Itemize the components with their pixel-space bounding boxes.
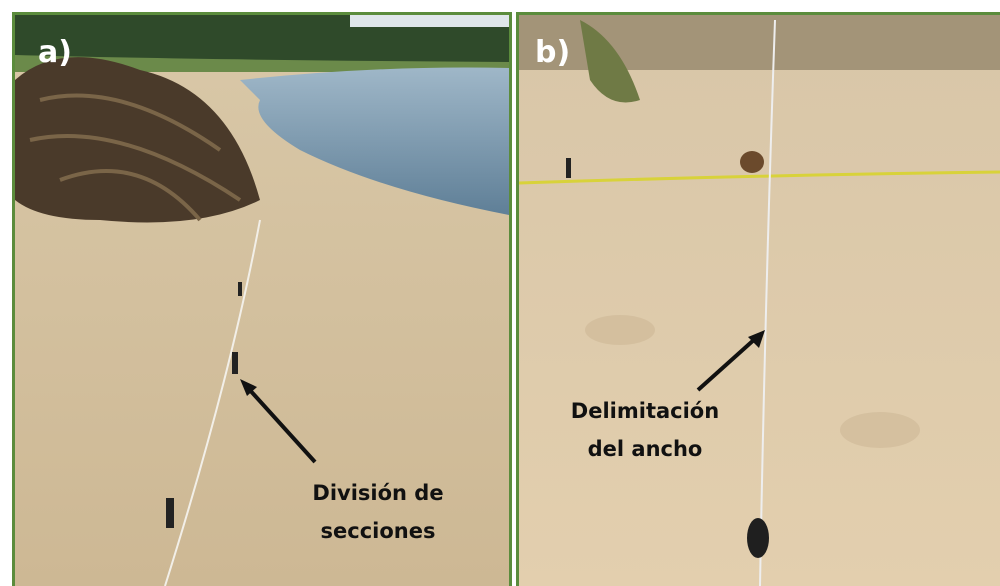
arrowhead-b bbox=[748, 330, 765, 348]
annotation-line: Delimitación bbox=[571, 399, 719, 423]
arrow-a bbox=[246, 386, 317, 464]
photo-a bbox=[15, 15, 509, 586]
annotation-line: secciones bbox=[321, 519, 436, 543]
frame-b bbox=[516, 12, 1000, 586]
photo-b bbox=[519, 15, 1000, 586]
annotation-line: del ancho bbox=[588, 437, 703, 461]
frame-a bbox=[12, 12, 512, 586]
annotation-line: División de bbox=[312, 481, 443, 505]
panel-label: a) bbox=[38, 35, 72, 70]
panel-label: b) bbox=[535, 35, 570, 70]
arrow-b bbox=[696, 336, 758, 392]
arrowhead-a bbox=[240, 379, 257, 396]
